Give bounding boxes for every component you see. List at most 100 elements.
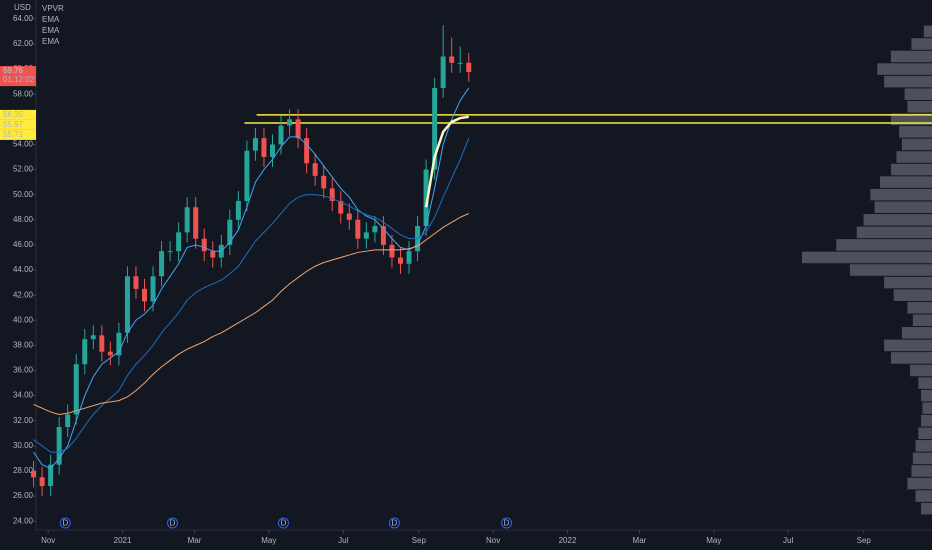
profile-bar (915, 440, 932, 452)
event-label: D (62, 519, 68, 528)
last-price: 59.76 (3, 66, 24, 75)
profile-bar (877, 63, 932, 75)
y-tick-label: 40.00 (13, 315, 34, 324)
profile-bar (849, 264, 932, 276)
profile-bar (901, 327, 932, 339)
profile-bar (893, 289, 932, 301)
candle-body (440, 56, 446, 88)
profile-bar (901, 138, 932, 151)
price-label: 55.71 (3, 130, 24, 139)
profile-bar (915, 490, 932, 502)
candle-body (244, 150, 250, 201)
currency: USD (14, 3, 31, 12)
event-marker (388, 517, 400, 529)
candle-body (397, 257, 403, 264)
candle-body (355, 219, 361, 239)
candle-body (39, 477, 45, 487)
event-label: D (281, 519, 287, 528)
x-tick-label: 2021 (114, 536, 132, 545)
candle-body (389, 244, 395, 258)
candle-body (82, 339, 88, 365)
y-tick-label: 44.00 (13, 265, 34, 274)
y-tick-label: 36.00 (13, 366, 34, 375)
candle-body (449, 56, 455, 63)
x-tick-label: Jul (783, 536, 793, 545)
profile-bar (836, 239, 932, 251)
profile-bar (923, 25, 932, 38)
profile-bar (890, 113, 932, 126)
event-label: D (392, 519, 398, 528)
y-tick-label: 30.00 (13, 441, 34, 450)
y-tick-label: 26.00 (13, 491, 34, 500)
candle-body (150, 276, 156, 302)
candle-body (176, 232, 182, 252)
x-tick-label: Mar (188, 536, 202, 545)
candle-body (210, 251, 216, 258)
candle-body (48, 464, 54, 487)
candle-body (380, 226, 386, 245)
profile-bar (921, 389, 932, 402)
y-tick-label: 48.00 (13, 215, 34, 224)
price-label: 55.97 (3, 120, 24, 129)
x-tick-label: Jul (338, 536, 348, 545)
candle-body (321, 175, 327, 189)
countdown: 01:12:02 (3, 75, 35, 84)
legend-entry: EMA (42, 26, 60, 35)
y-tick-label: 24.00 (13, 516, 34, 525)
y-tick-label: 50.00 (13, 190, 34, 199)
candle-body (31, 470, 37, 478)
candle-body (201, 238, 207, 252)
y-tick-label: 32.00 (13, 416, 34, 425)
y-tick-label: 58.00 (13, 89, 34, 98)
candle-body (133, 276, 139, 289)
x-tick-label: May (261, 536, 276, 545)
candle-body (278, 125, 284, 145)
ema-line (33, 137, 470, 453)
profile-bar (870, 188, 932, 201)
profile-bar (918, 427, 932, 440)
y-tick-label: 34.00 (13, 391, 34, 400)
profile-bar (890, 352, 932, 364)
price-label-box (0, 119, 36, 130)
legend-entry: VPVR (42, 4, 64, 13)
x-tick-label: Sep (857, 536, 872, 545)
x-tick-label: Sep (412, 536, 427, 545)
y-tick-label: 62.00 (13, 39, 34, 48)
candle-body (363, 232, 369, 239)
candle-body (338, 200, 344, 214)
candle-body (235, 200, 241, 220)
price-label-box (0, 109, 36, 120)
candle-body (116, 332, 122, 356)
profile-bar (890, 163, 932, 176)
y-tick-label: 28.00 (13, 466, 34, 475)
y-tick-label: 64.00 (13, 14, 34, 23)
profile-bar (922, 402, 932, 414)
legend-entry: EMA (42, 15, 60, 24)
x-tick-label: Nov (41, 536, 55, 545)
profile-bar (912, 452, 932, 465)
profile-bar (921, 502, 932, 515)
x-tick-label: May (706, 536, 721, 545)
profile-bar (907, 477, 932, 490)
profile-bar (912, 314, 932, 327)
event-label: D (170, 519, 176, 528)
ema-line (424, 115, 469, 208)
profile-bar (918, 377, 932, 389)
candle-body (107, 351, 113, 356)
candle-body (457, 62, 463, 64)
profile-bar (880, 176, 932, 188)
profile-bar (907, 301, 932, 314)
x-tick-label: 2022 (559, 536, 577, 545)
candle-body (261, 138, 267, 157)
candle-body (466, 62, 472, 73)
candle-body (227, 219, 233, 245)
candle-body (124, 276, 130, 333)
candle-body (65, 414, 71, 428)
candle-body (90, 335, 96, 340)
candle-body (295, 119, 301, 139)
profile-bar (910, 364, 932, 377)
event-marker (167, 517, 179, 529)
legend-entry: EMA (42, 37, 60, 46)
